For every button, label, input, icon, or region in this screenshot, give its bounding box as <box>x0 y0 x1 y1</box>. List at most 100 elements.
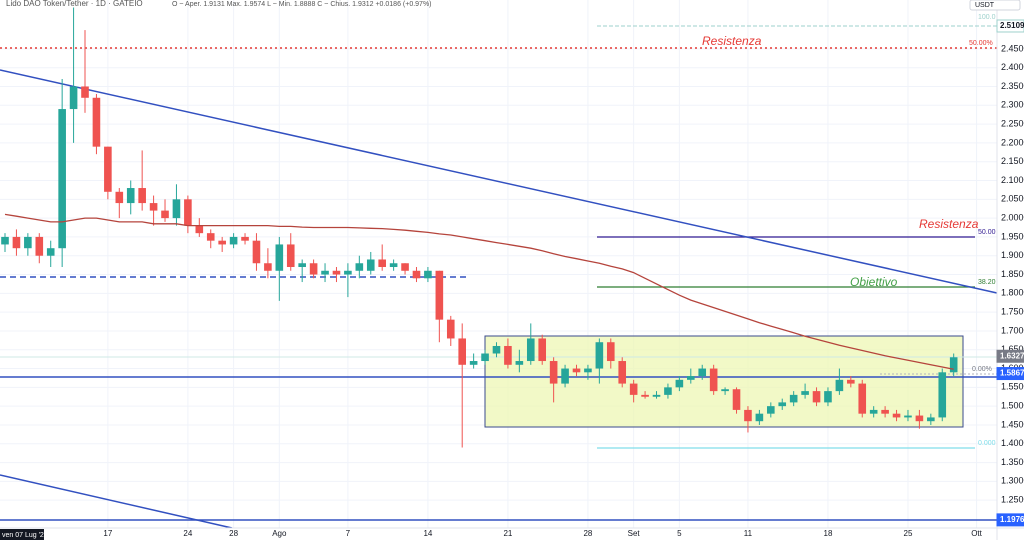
candle-body <box>892 413 901 418</box>
currency[interactable]: USDT <box>975 2 995 9</box>
x-tick-label: 28 <box>583 529 592 538</box>
candle-body <box>572 368 581 373</box>
candle-body <box>675 379 684 388</box>
candle-body <box>835 379 844 392</box>
x-tick-label: Ago <box>272 529 287 538</box>
candle-body <box>481 353 489 362</box>
candle-body <box>858 383 867 414</box>
x-tick-label: 24 <box>183 529 192 538</box>
candle-body <box>115 191 124 204</box>
x-tick-label: Ott <box>971 529 982 538</box>
price-tag <box>996 349 1024 363</box>
y-tick-label: 1.3500 <box>1001 457 1024 467</box>
candle-body <box>424 270 432 279</box>
candle-body <box>104 146 112 192</box>
price-tag-label: 2.5109 <box>1000 21 1024 30</box>
candle-body <box>12 236 21 249</box>
x-tick-label: 21 <box>503 529 512 538</box>
annotation: Resistenza <box>919 217 979 231</box>
price-tag <box>996 367 1024 381</box>
candle-body <box>789 394 798 403</box>
y-tick-label: 2.4000 <box>1001 62 1024 72</box>
candle-body <box>595 342 604 369</box>
price-tag-label: 1.5867 <box>1000 369 1024 378</box>
y-tick-label: 1.9500 <box>1001 231 1024 241</box>
x-tick-label: 18 <box>824 529 833 538</box>
candle-body <box>561 368 569 384</box>
candle-body <box>755 413 764 422</box>
grid <box>0 0 997 528</box>
candle-body <box>618 361 627 384</box>
fib-label: 0.000 <box>978 440 996 447</box>
currency-button[interactable] <box>969 0 1021 11</box>
annotation: Resistenza <box>702 34 762 48</box>
candle-body <box>309 263 318 275</box>
candle-body <box>652 394 661 397</box>
candle-body <box>732 389 741 410</box>
y-tick-label: 1.4500 <box>1001 419 1024 429</box>
y-tick-label: 2.0000 <box>1001 212 1024 222</box>
candle-body <box>355 263 364 271</box>
candle-body <box>241 236 249 241</box>
crosshair-date: ven 07 Lug '23 <box>2 532 48 539</box>
y-tick-label: 1.2500 <box>1001 495 1024 505</box>
fib-label: 0.00% <box>972 366 992 373</box>
annotation: Obiettivo <box>850 275 898 289</box>
x-tick-label: 17 <box>103 529 112 538</box>
candle-body <box>332 270 341 275</box>
candle-body <box>938 372 947 418</box>
candle-body <box>869 409 878 414</box>
trendline <box>0 69 998 294</box>
candle-body <box>721 389 729 392</box>
candle-body <box>286 244 295 268</box>
candle-body <box>35 236 44 256</box>
candle-body <box>949 357 958 373</box>
candle-body <box>801 391 809 395</box>
candle-body <box>92 97 101 147</box>
trendline-low <box>0 474 233 529</box>
candle-body <box>915 415 924 422</box>
time-axis <box>0 528 1024 540</box>
candle-body <box>629 383 638 395</box>
y-tick-label: 2.2500 <box>1001 118 1024 128</box>
candle-body <box>24 236 32 249</box>
candle-body <box>172 199 181 219</box>
candle-body <box>767 406 775 414</box>
candle-body <box>389 263 398 268</box>
candle-body <box>881 409 889 414</box>
crosshair-date-bg <box>0 529 44 540</box>
fib-label: 50.00% <box>969 40 993 47</box>
candle-body <box>298 263 306 268</box>
annotations: Resistenza Resistenza Obiettivo 100.0 50… <box>702 14 996 447</box>
chart-title: Lido DAO Token/Tether · 1D · GATEIO <box>6 0 143 8</box>
candle-body <box>366 259 375 271</box>
candle-body <box>264 263 272 271</box>
price-tag-label: 1.1976 <box>1000 515 1024 524</box>
drawings <box>0 25 998 529</box>
candle-body <box>275 244 284 271</box>
candle-body <box>687 376 695 380</box>
y-tick-label: 1.6500 <box>1001 344 1024 354</box>
fib-label: 38.20 <box>978 279 996 286</box>
price-axis <box>997 0 1024 540</box>
candle-body <box>847 379 855 384</box>
y-tick-label: 2.3000 <box>1001 100 1024 110</box>
y-tick-label: 1.9000 <box>1001 250 1024 260</box>
y-tick-label: 2.4500 <box>1001 43 1024 53</box>
candle-body <box>709 368 718 392</box>
moving-average <box>4 213 954 370</box>
candle-body <box>698 368 707 377</box>
axes: 1.2500 1.3000 1.3500 1.4000 1.4500 1.5000 1.55… <box>103 19 1024 538</box>
candle-body <box>184 199 192 226</box>
candle-body <box>81 86 89 98</box>
candle-body <box>321 270 329 275</box>
candle-body <box>412 270 421 279</box>
x-tick-label: 25 <box>904 529 913 538</box>
candle-body <box>526 338 535 362</box>
candle-body <box>1 236 9 245</box>
candle-body <box>458 338 466 365</box>
candle-body <box>492 345 501 354</box>
candle-body <box>126 188 135 204</box>
candle-body <box>549 361 558 384</box>
